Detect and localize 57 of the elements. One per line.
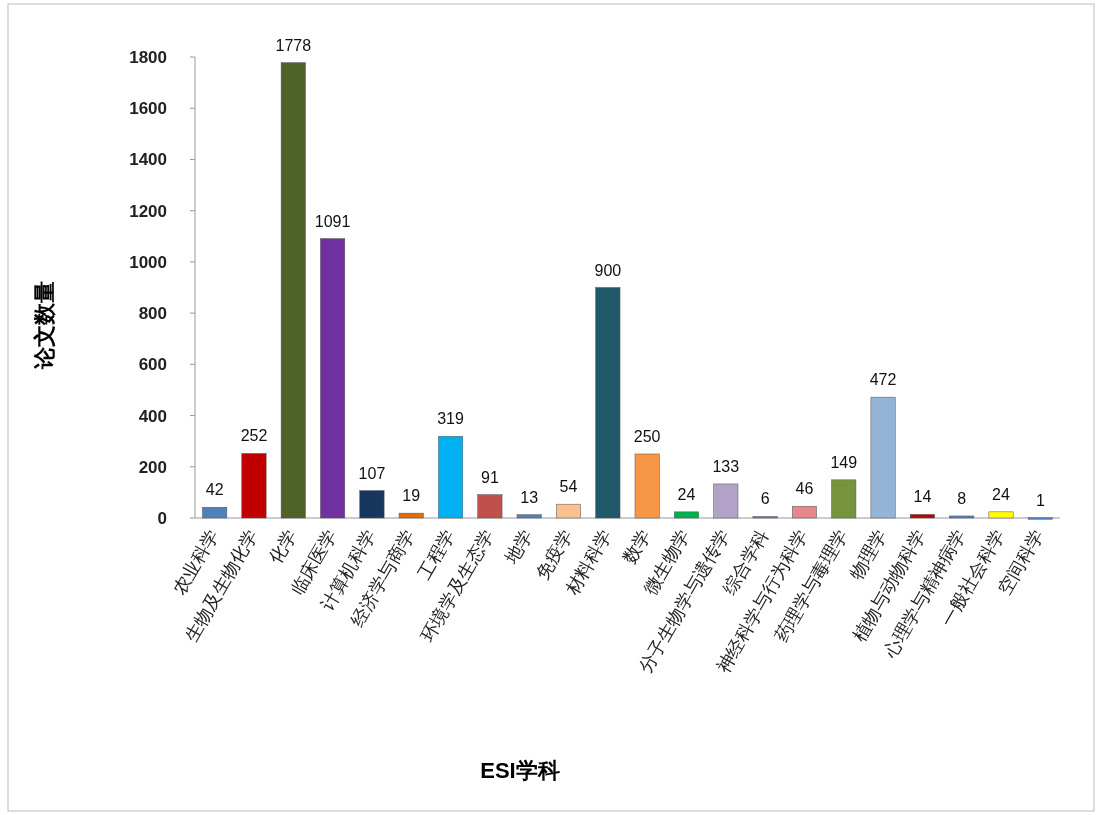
data-label: 6 [760,490,770,508]
data-label: 319 [437,410,465,428]
data-label: 46 [795,480,814,498]
data-label: 19 [402,487,421,505]
data-label: 472 [869,371,897,389]
bar [791,505,817,519]
data-label: 1091 [314,212,351,230]
bar [516,514,542,519]
y-tick-label: 1800 [129,48,167,67]
bar [870,396,896,519]
y-tick-label: 200 [138,457,167,477]
data-label: 250 [633,427,661,445]
data-label: 900 [594,261,622,279]
y-axis-title: 论文数量 [32,281,57,370]
data-label: 133 [712,457,740,475]
bar [477,494,503,519]
bar [634,453,660,519]
data-label: 107 [358,464,386,482]
bar [556,503,581,519]
bar [713,483,739,519]
y-tick-label: 400 [138,406,167,426]
bar [241,453,267,519]
y-tick-label: 1400 [129,150,167,170]
bar [949,515,975,519]
data-label: 1 [1035,491,1045,509]
bar [595,287,621,519]
bar [359,490,385,519]
data-label: 42 [205,481,224,499]
bar [438,436,464,519]
data-label: 14 [913,488,932,506]
data-label: 252 [240,427,268,445]
data-label: 24 [677,485,696,503]
x-axis-title: ESI学科 [480,758,560,783]
data-label: 1778 [275,36,312,54]
data-label: 24 [992,485,1011,503]
data-label: 13 [520,488,539,506]
x-tick-label: 化学 [265,526,301,568]
bar [280,62,306,519]
y-tick-label: 1200 [129,201,167,221]
data-label: 91 [480,468,499,486]
y-tick-label: 600 [138,355,167,375]
y-tick-label: 1000 [129,252,167,272]
data-label: 149 [830,453,858,471]
x-tick-label: 数学 [619,526,655,568]
y-tick-label: 0 [157,509,167,528]
bar [988,511,1014,519]
data-label: 54 [559,478,578,496]
data-label: 8 [957,489,967,507]
y-tick-label: 1600 [129,99,167,119]
bar [674,511,699,519]
y-tick-label: 800 [138,304,167,324]
bar [398,512,424,519]
bar [320,238,346,519]
bar [909,514,935,519]
bar [202,506,228,519]
bar [831,479,857,519]
x-tick-label: 地学 [500,526,537,569]
